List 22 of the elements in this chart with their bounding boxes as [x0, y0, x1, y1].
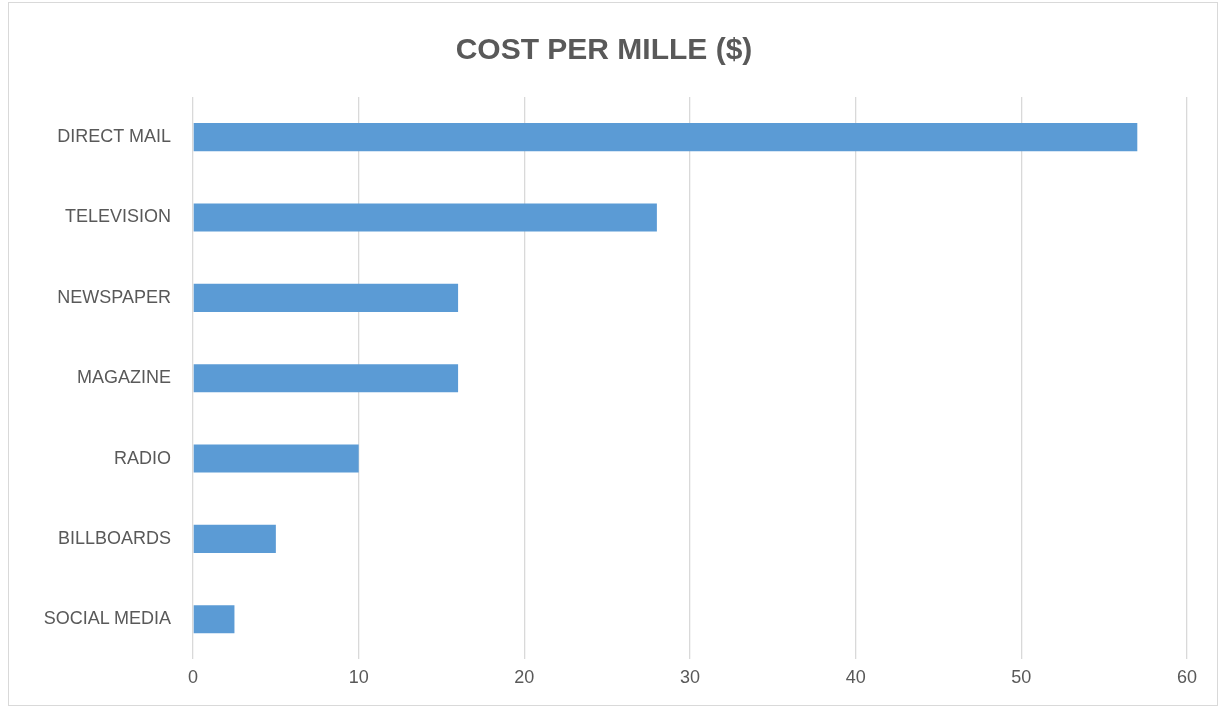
x-tick-label: 40 [845, 667, 866, 688]
bar [193, 123, 1138, 152]
x-tick-label: 60 [1176, 667, 1198, 688]
bar [193, 524, 276, 553]
bar [193, 444, 359, 473]
y-tick-label: SOCIAL MEDIA [43, 608, 172, 629]
bar [193, 605, 235, 634]
y-tick-label: TELEVISION [65, 206, 172, 227]
bar [193, 283, 459, 312]
y-tick-label: NEWSPAPER [57, 286, 172, 307]
x-tick-label: 50 [1011, 667, 1032, 688]
x-tick-label: 0 [188, 667, 199, 688]
y-tick-label: BILLBOARDS [57, 527, 172, 548]
x-tick-label: 10 [348, 667, 369, 688]
bar [193, 203, 657, 232]
x-tick-label: 20 [514, 667, 535, 688]
y-tick-label: MAGAZINE [77, 367, 172, 388]
y-tick-label: RADIO [114, 447, 172, 468]
bar [193, 364, 459, 393]
chart-title: COST PER MILLE ($) [455, 32, 753, 66]
y-tick-label: DIRECT MAIL [57, 126, 172, 147]
x-tick-label: 30 [680, 667, 701, 688]
